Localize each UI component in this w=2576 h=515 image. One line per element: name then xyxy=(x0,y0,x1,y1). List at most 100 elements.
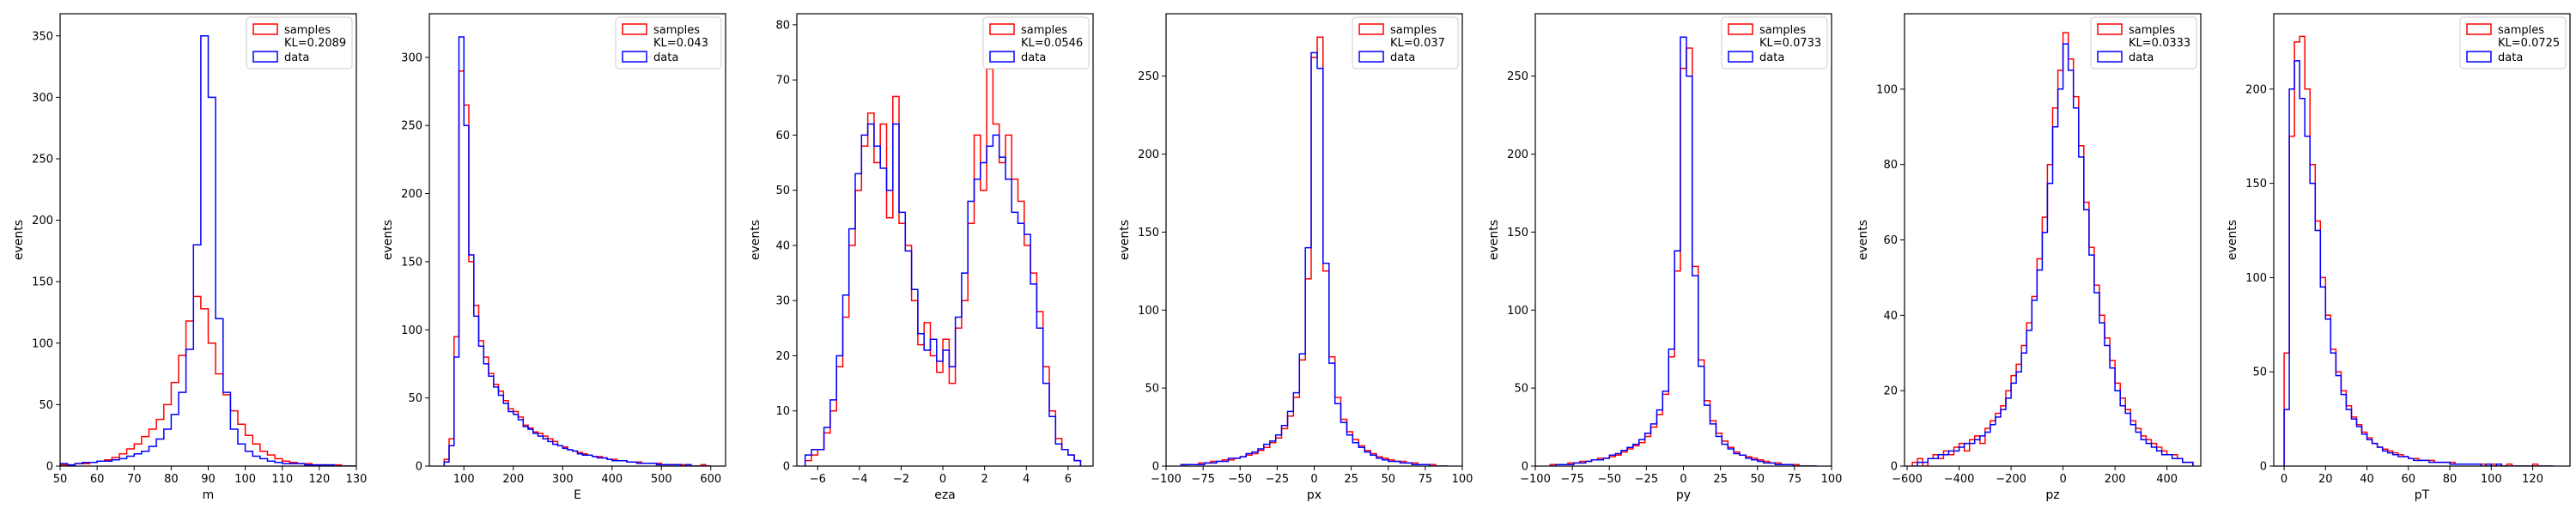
legend-swatch-data xyxy=(2097,51,2123,63)
y-tick-label: 50 xyxy=(1514,383,1528,396)
x-tick-label: −400 xyxy=(1944,473,1975,486)
series-samples-step xyxy=(443,70,711,466)
x-tick-label: 100 xyxy=(453,473,475,486)
x-axis-label: px xyxy=(1307,488,1321,502)
legend-swatch-data xyxy=(252,51,278,63)
y-tick-label: 0 xyxy=(1522,461,1528,474)
x-tick-label: 100 xyxy=(2481,473,2502,486)
y-tick-label: 60 xyxy=(775,130,790,142)
legend-label-samples: samples xyxy=(653,24,700,37)
legend-box xyxy=(982,16,1090,70)
x-tick-label: 100 xyxy=(1452,473,1473,486)
legend-label-kl: KL=0.037 xyxy=(1390,37,1445,50)
x-tick-label: 400 xyxy=(2156,473,2178,486)
x-tick-label: 70 xyxy=(127,473,142,486)
y-axis-label: events xyxy=(2226,220,2239,260)
x-tick-label: −6 xyxy=(810,473,826,486)
y-tick-label: 40 xyxy=(1883,310,1898,323)
legend-swatch-samples xyxy=(1728,23,1753,35)
y-tick-label: 200 xyxy=(401,188,422,201)
x-axis-label: py xyxy=(1676,488,1691,502)
x-tick-label: 4 xyxy=(1023,473,1030,486)
x-tick-label: 0 xyxy=(2059,473,2066,486)
legend-swatch-samples xyxy=(622,23,647,35)
legend-label-data: data xyxy=(284,52,309,64)
x-tick-label: −4 xyxy=(851,473,867,486)
x-tick-label: 120 xyxy=(2522,473,2543,486)
y-tick-label: 50 xyxy=(408,392,422,405)
y-tick-label: 50 xyxy=(1145,383,1159,396)
x-tick-label: −25 xyxy=(1635,473,1658,486)
x-tick-label: 80 xyxy=(164,473,179,486)
y-tick-label: 80 xyxy=(775,19,790,32)
x-tick-label: 6 xyxy=(1065,473,1072,486)
legend-box xyxy=(615,16,722,70)
x-tick-label: 400 xyxy=(601,473,623,486)
y-tick-label: 350 xyxy=(32,30,53,43)
legend-label-samples: samples xyxy=(1021,24,1067,37)
y-axis-label: events xyxy=(749,220,762,260)
y-tick-label: 0 xyxy=(2260,461,2267,474)
y-tick-label: 250 xyxy=(401,120,422,133)
y-tick-label: 80 xyxy=(1883,159,1898,172)
histogram-panel-eza: −6 −4 −2 0 2 4 601020304050607080ezaeventssamp… xyxy=(749,13,1094,502)
series-data-step xyxy=(2283,60,2554,466)
x-tick-label: 100 xyxy=(1821,473,1843,486)
legend-label-data: data xyxy=(2129,52,2154,64)
legend-box xyxy=(2459,16,2567,70)
series-samples-step xyxy=(804,68,1082,466)
x-tick-label: 60 xyxy=(2402,473,2416,486)
y-tick-label: 100 xyxy=(1507,305,1528,318)
legend-label-kl: KL=0.0546 xyxy=(1021,37,1083,50)
x-tick-label: 60 xyxy=(90,473,105,486)
legend-label-samples: samples xyxy=(1759,24,1806,37)
y-tick-label: 150 xyxy=(32,276,53,289)
x-tick-label: 200 xyxy=(502,473,524,486)
y-tick-label: 150 xyxy=(1138,227,1159,239)
legend-label-kl: KL=0.2089 xyxy=(284,37,346,50)
legend-swatch-samples xyxy=(1358,23,1384,35)
series-data-step xyxy=(60,35,356,466)
x-tick-label: 75 xyxy=(1788,473,1802,486)
axes-frame xyxy=(1904,13,2202,467)
x-axis-label: E xyxy=(574,488,581,502)
legend-label-kl: KL=0.0333 xyxy=(2129,37,2190,50)
x-tick-label: 2 xyxy=(981,473,988,486)
legend-swatch-data xyxy=(1728,51,1753,63)
x-tick-label: 120 xyxy=(308,473,330,486)
y-tick-label: 60 xyxy=(1883,234,1898,247)
y-tick-label: 100 xyxy=(1138,305,1159,318)
y-tick-label: 0 xyxy=(46,461,53,474)
y-tick-label: 50 xyxy=(39,399,53,412)
x-tick-label: 200 xyxy=(2105,473,2126,486)
series-samples-step xyxy=(2283,35,2554,466)
x-tick-label: 110 xyxy=(271,473,293,486)
y-tick-label: 100 xyxy=(401,324,422,337)
x-tick-label: −600 xyxy=(1892,473,1923,486)
y-tick-label: 150 xyxy=(401,256,422,269)
x-tick-label: −100 xyxy=(1520,473,1551,486)
x-tick-label: 130 xyxy=(346,473,368,486)
x-tick-label: 80 xyxy=(2443,473,2458,486)
y-tick-label: 150 xyxy=(1507,227,1528,239)
x-tick-label: −2 xyxy=(893,473,909,486)
histogram-panel-pT: 0 20 40 60 80 100 120 0 50 100 150 200 pT events sampl… xyxy=(2226,13,2571,502)
y-tick-label: 10 xyxy=(775,405,790,418)
legend-label-kl: KL=0.0733 xyxy=(1759,37,1821,50)
y-tick-label: 40 xyxy=(775,239,790,252)
axes-frame xyxy=(1165,13,1463,467)
y-tick-label: 50 xyxy=(775,185,790,197)
legend-box xyxy=(1721,16,1828,70)
series-samples-step xyxy=(1911,32,2194,466)
y-tick-label: 250 xyxy=(1138,70,1159,83)
legend-label-kl: KL=0.0725 xyxy=(2498,37,2560,50)
x-tick-label: 25 xyxy=(1713,473,1728,486)
x-tick-label: 300 xyxy=(552,473,574,486)
legend-swatch-data xyxy=(2466,51,2492,63)
x-axis-label: pz xyxy=(2045,488,2059,502)
